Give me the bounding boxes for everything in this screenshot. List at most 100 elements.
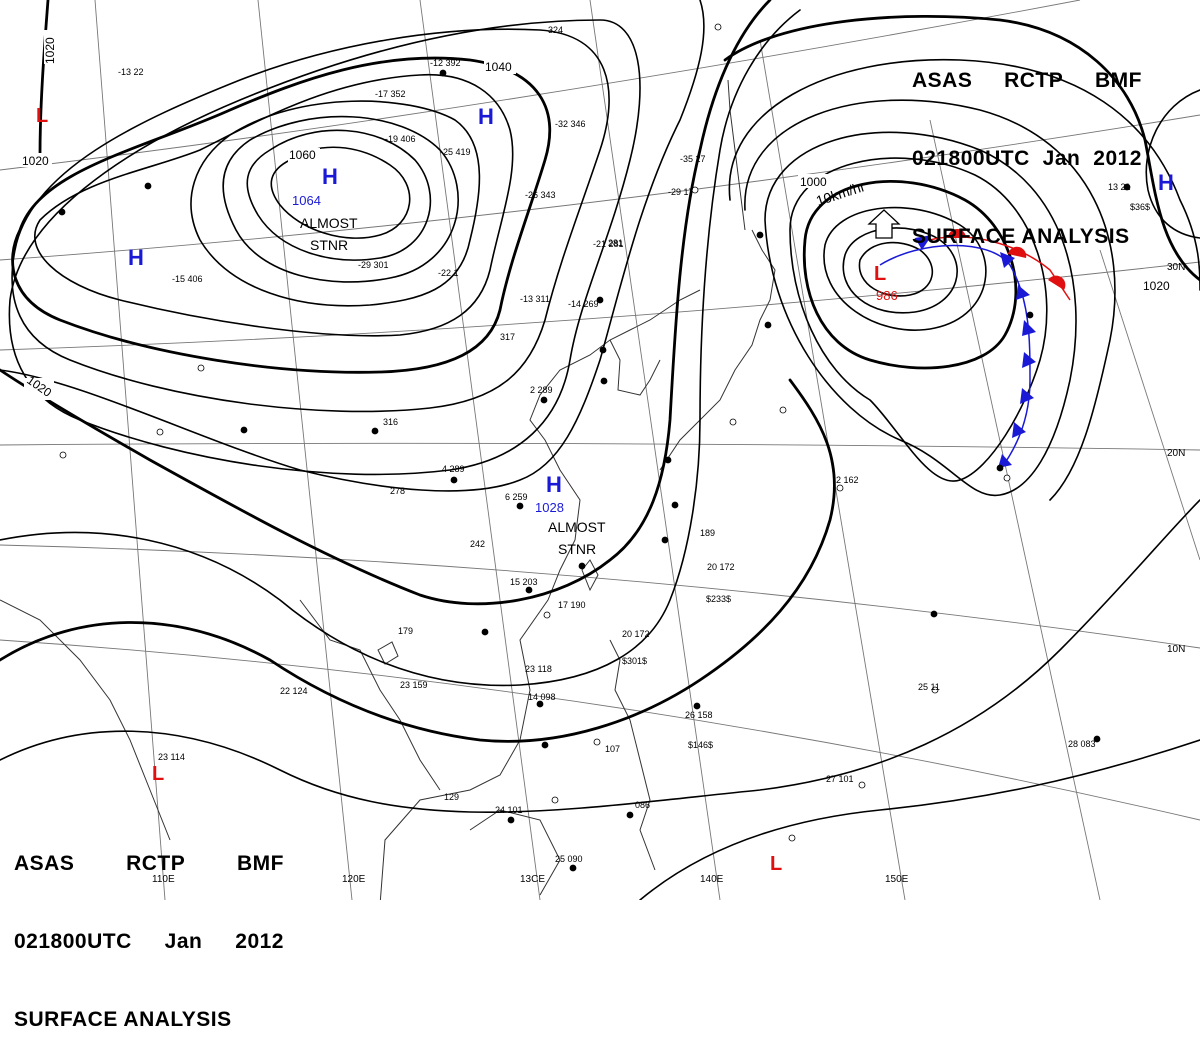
isobar-1000 xyxy=(802,180,1018,370)
coast-korea xyxy=(609,339,661,396)
high-note: STNR xyxy=(558,541,596,557)
station-label: 25 11 xyxy=(918,682,940,692)
station-label: 4 289 xyxy=(442,464,465,474)
isobar-1028 xyxy=(0,0,705,492)
high-symbol: H xyxy=(322,164,338,189)
isobar-988 xyxy=(858,241,934,297)
station-label: -26 343 xyxy=(525,190,556,200)
coast-indochina xyxy=(299,599,441,791)
station-label: -21 281 xyxy=(593,239,624,249)
station-label: 14 098 xyxy=(528,692,556,702)
station-label: 2 289 xyxy=(530,385,553,395)
station-label: 179 xyxy=(398,626,413,636)
isobar-1048 xyxy=(190,100,481,307)
station-label: 13 21 xyxy=(1108,182,1131,192)
station-label: 20 172 xyxy=(622,629,650,639)
isobar-label: 1020 xyxy=(1143,279,1170,293)
weather-map: -13 22 -12 392 -17 352 -19 406 -25 419 -… xyxy=(0,0,1200,900)
meridian-160e xyxy=(1099,249,1200,561)
station-label: $146$ xyxy=(688,740,713,750)
isobar-1052 xyxy=(222,115,459,283)
coast-china xyxy=(379,289,701,900)
parallel-50n xyxy=(0,0,1081,171)
station-label: 316 xyxy=(383,417,398,427)
title-type: SURFACE ANALYSIS xyxy=(14,1008,232,1031)
low-symbol: L xyxy=(152,763,164,785)
high-symbol: H xyxy=(546,472,562,497)
station-label: -29 301 xyxy=(358,260,389,270)
isobar-1036 xyxy=(11,28,610,413)
isobar-1060 xyxy=(270,146,411,239)
title-time: 021800UTC xyxy=(14,930,132,953)
meridian-120e xyxy=(419,0,541,900)
meridian-150e xyxy=(929,119,1101,900)
isobar-label: 1020 xyxy=(22,154,49,168)
station-label: -22 1 xyxy=(438,268,459,278)
parallel-0 xyxy=(0,639,1200,821)
isobar-1032 xyxy=(8,19,641,476)
parallel-10n xyxy=(0,544,1200,649)
isobars xyxy=(0,0,1200,900)
isobar-label: 1060 xyxy=(289,148,316,162)
station-label: 086 xyxy=(635,800,650,810)
station-label: $233$ xyxy=(706,594,731,604)
high-note: ALMOST xyxy=(300,215,358,231)
graticule-labels: 110E 120E 13CE 140E 150E 30N 20N 10N xyxy=(152,262,1185,885)
station-label: 6 259 xyxy=(505,492,528,502)
lon-label: 150E xyxy=(885,874,909,885)
station-label: 23 118 xyxy=(525,664,552,674)
lon-label: 140E xyxy=(700,874,724,885)
station-label: -14 269 xyxy=(568,299,599,309)
station-label: 278 xyxy=(390,486,405,496)
isobar-1020-east xyxy=(723,14,1200,282)
station-label: 15 203 xyxy=(510,577,538,587)
title-product: ASAS xyxy=(14,852,75,875)
cold-front-triangles xyxy=(915,235,1036,468)
coast-taiwan xyxy=(581,559,599,592)
isobar-1056 xyxy=(246,129,432,261)
isobar-1008-low xyxy=(764,131,1077,497)
high-symbol: H xyxy=(128,245,144,270)
high-symbol: H xyxy=(478,104,494,129)
station-symbols xyxy=(58,23,1131,872)
coast-india xyxy=(0,599,171,841)
station-label: -13 22 xyxy=(118,67,144,77)
isobar-1012-low xyxy=(744,99,1116,501)
station-label: 2 162 xyxy=(836,475,859,485)
coast-hainan xyxy=(377,641,399,665)
station-label: -15 406 xyxy=(172,274,203,284)
lat-label: 10N xyxy=(1167,644,1185,655)
station-label: -32 346 xyxy=(555,119,586,129)
high-value: 1028 xyxy=(535,500,564,515)
station-label: 27 101 xyxy=(826,774,854,784)
high-symbol: H xyxy=(1158,170,1174,195)
high-note: ALMOST xyxy=(548,519,606,535)
fronts xyxy=(867,209,1071,471)
station-labels: -13 22 -12 392 -17 352 -19 406 -25 419 -… xyxy=(118,25,1150,864)
station-label: $301$ xyxy=(622,656,647,666)
title-month: Jan xyxy=(164,930,203,953)
station-label: 26 158 xyxy=(685,710,713,720)
lon-label: 110E xyxy=(152,874,175,885)
isobar-1020-main xyxy=(0,0,772,606)
station-label: 23 159 xyxy=(400,680,428,690)
meridian-130e xyxy=(589,0,721,900)
isobar-1016-low xyxy=(728,58,1200,291)
station-label: 129 xyxy=(444,792,459,802)
title-month: Jan xyxy=(1042,147,1081,170)
meridian-110e xyxy=(257,0,353,900)
station-label: 17 190 xyxy=(558,600,586,610)
map-title-bottom: ASAS RCTP BMF 021800UTC Jan 2012 SURFACE… xyxy=(14,799,284,1059)
lon-label: 13CE xyxy=(520,874,545,885)
isobar-1040 xyxy=(11,56,552,374)
station-label: 107 xyxy=(605,744,620,754)
low-symbol: L xyxy=(770,853,782,875)
title-year: 2012 xyxy=(1093,147,1142,170)
station-label: -12 392 xyxy=(430,58,461,68)
parallel-40n xyxy=(0,114,1200,261)
high-value: 1064 xyxy=(292,193,321,208)
station-label: 324 xyxy=(548,25,563,35)
station-label: -13 311 xyxy=(520,294,550,304)
coast-japan xyxy=(659,229,776,471)
station-label: $36$ xyxy=(1130,202,1150,212)
